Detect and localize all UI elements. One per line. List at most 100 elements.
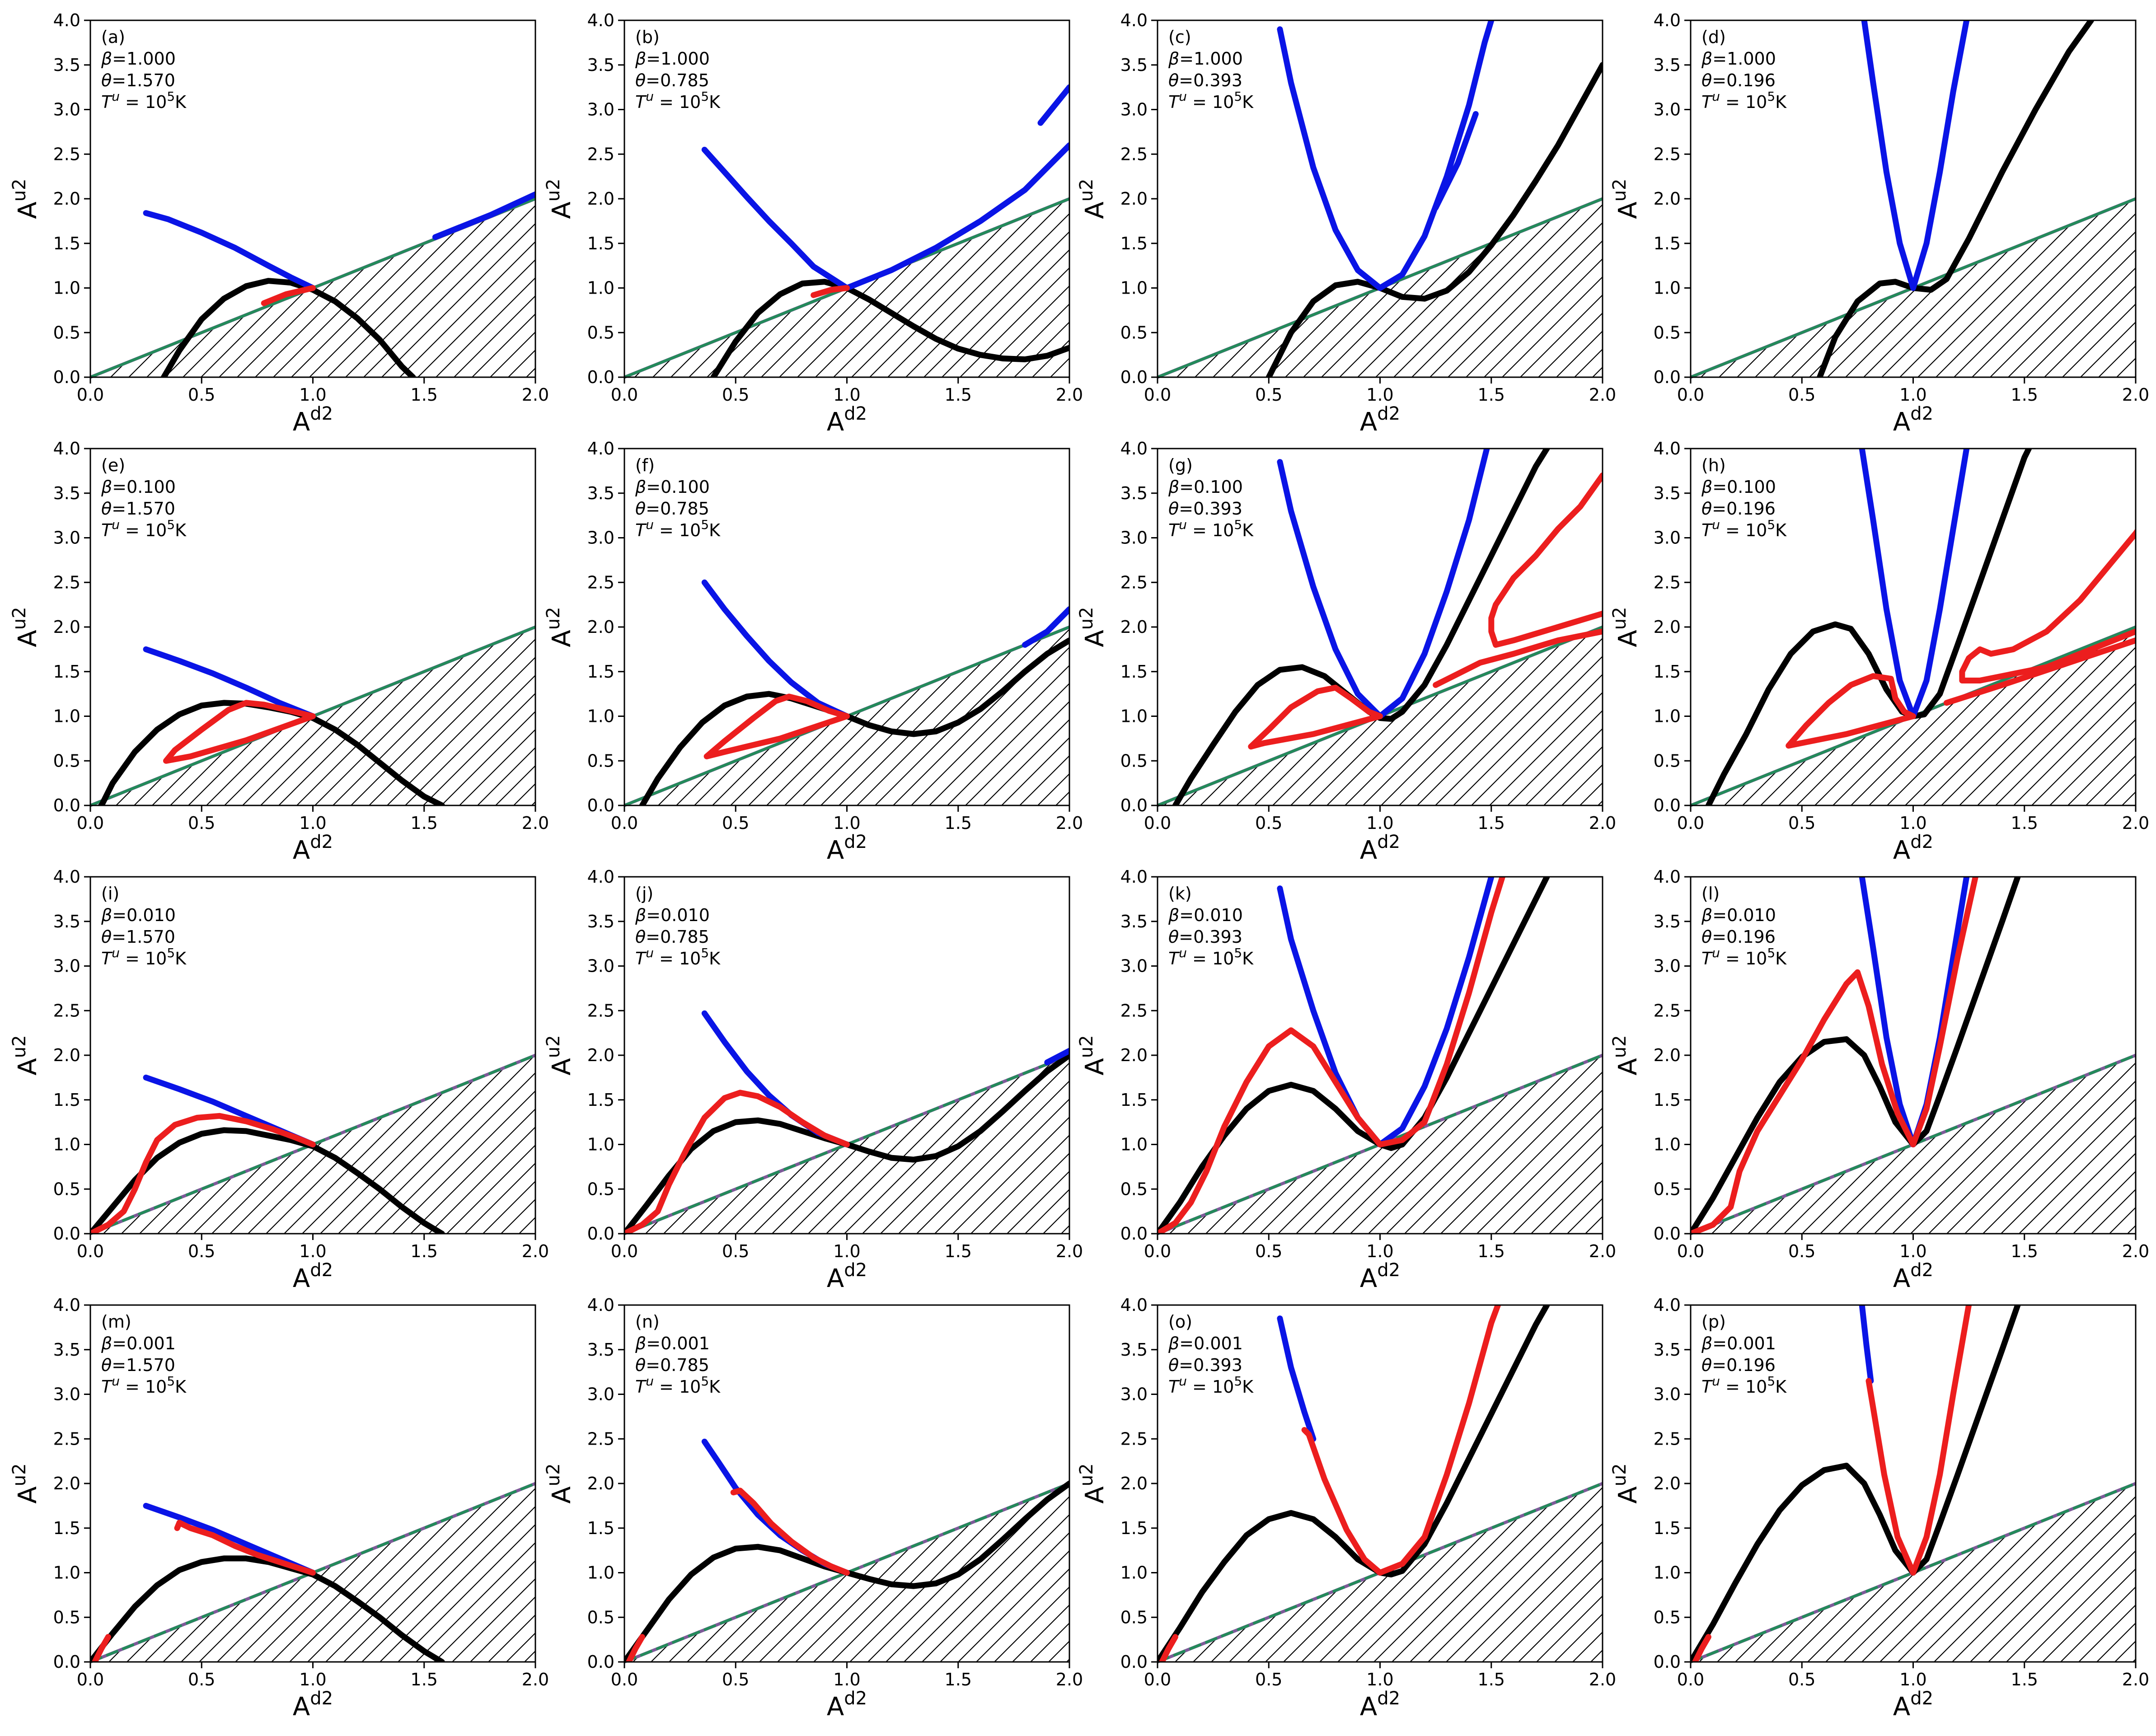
y-axis-label: Au2: [543, 1463, 576, 1503]
y-tick-label: 4.0: [587, 439, 614, 459]
y-tick-label: 0.5: [53, 751, 80, 771]
series-black: [161, 278, 416, 377]
y-tick-label: 1.5: [53, 662, 80, 682]
series-blue: [1277, 1315, 1317, 1442]
y-tick-label: 3.0: [587, 1385, 614, 1404]
temperature-annotation: Tu = 105K: [1701, 1374, 1787, 1397]
panel-label: (n): [635, 1312, 660, 1332]
series-blue-segment: [1037, 84, 1069, 126]
x-tick-label: 0.5: [1255, 385, 1282, 405]
x-axis-label: Ad2: [293, 832, 333, 865]
x-tick-label: 2.0: [2122, 385, 2149, 405]
x-tick-label: 1.5: [945, 813, 972, 833]
temperature-annotation: Tu = 105K: [635, 945, 721, 969]
x-tick-label: 1.5: [411, 1241, 438, 1261]
y-tick-label: 3.5: [587, 1340, 614, 1360]
y-tick-label: 0.5: [1654, 323, 1681, 342]
series-red: [624, 1090, 850, 1234]
x-tick-label: 0.0: [611, 813, 638, 833]
y-tick-label: 1.5: [1654, 234, 1681, 253]
y-tick-label: 0.5: [53, 1607, 80, 1627]
panel-label: (h): [1701, 455, 1726, 475]
y-tick-label: 3.5: [587, 483, 614, 503]
series-black: [90, 1127, 445, 1234]
y-tick-label: 3.5: [1120, 55, 1148, 75]
beta-annotation: β=0.001: [1168, 1334, 1243, 1353]
temperature-annotation: Tu = 105K: [101, 89, 187, 112]
y-tick-label: 0.0: [587, 1224, 614, 1244]
y-tick-label: 3.5: [587, 55, 614, 75]
x-tick-label: 0.5: [1255, 1241, 1282, 1261]
x-tick-label: 2.0: [522, 1670, 549, 1689]
x-tick-label: 1.5: [411, 813, 438, 833]
y-tick-label: 2.0: [53, 189, 80, 209]
panel-label: (a): [101, 27, 125, 47]
x-tick-label: 1.0: [833, 385, 860, 405]
y-tick-label: 2.0: [1654, 1045, 1681, 1065]
x-tick-label: 1.0: [1899, 385, 1926, 405]
y-tick-label: 3.5: [1120, 1340, 1148, 1360]
beta-annotation: β=1.000: [1701, 49, 1776, 69]
x-tick-label: 1.5: [945, 385, 972, 405]
y-axis-label: Au2: [543, 178, 576, 219]
y-axis-label: Au2: [1609, 178, 1643, 219]
panel-label: (p): [1701, 1312, 1726, 1332]
y-tick-label: 3.0: [587, 956, 614, 976]
temperature-annotation: Tu = 105K: [101, 945, 187, 969]
series-blue: [1277, 20, 1495, 291]
x-tick-label: 0.5: [1255, 1670, 1282, 1689]
panel-n: 0.0 0.5 1.0 1.5 2.0 0.0 0.5 1.0 1.5 2.0 2.5 3.0 3.5 4…: [543, 1295, 1083, 1722]
x-axis-label: Ad2: [293, 1260, 333, 1293]
x-axis-label: Ad2: [1893, 403, 1933, 437]
y-tick-label: 2.0: [53, 617, 80, 637]
y-tick-label: 3.5: [587, 912, 614, 931]
panel-label: (k): [1168, 884, 1192, 903]
y-tick-label: 1.5: [53, 1090, 80, 1110]
y-tick-label: 3.5: [53, 912, 80, 931]
series-red: [811, 285, 850, 298]
y-tick-label: 3.5: [1654, 912, 1681, 931]
panel-label: (i): [101, 884, 119, 903]
y-tick-label: 1.5: [1120, 1518, 1148, 1538]
y-tick-label: 0.5: [587, 1179, 614, 1199]
y-tick-label: 4.0: [1654, 10, 1681, 30]
diagonal-green-line: [1690, 1482, 2137, 1663]
y-axis-label: Au2: [1609, 607, 1643, 647]
series-red-stub: [1692, 1634, 1711, 1662]
beta-annotation: β=1.000: [635, 49, 710, 69]
y-tick-label: 1.0: [1654, 707, 1681, 726]
x-tick-label: 0.0: [611, 385, 638, 405]
y-tick-label: 0.5: [1654, 751, 1681, 771]
series-red: [1158, 877, 1505, 1234]
y-tick-label: 1.5: [1120, 1090, 1148, 1110]
x-axis-label: Ad2: [827, 403, 867, 437]
x-tick-label: 2.0: [2122, 813, 2149, 833]
y-tick-label: 3.5: [1120, 483, 1148, 503]
series-black: [90, 1555, 445, 1662]
x-tick-label: 0.0: [77, 1241, 104, 1261]
diagonal-green-line: [1690, 1054, 2137, 1235]
series-red-lower: [1943, 637, 2136, 706]
x-tick-label: 1.5: [411, 1670, 438, 1689]
panel-label: (o): [1168, 1312, 1192, 1332]
x-axis-label: Ad2: [1360, 1688, 1400, 1722]
theta-annotation: θ=0.393: [1168, 927, 1242, 947]
y-tick-label: 1.5: [587, 1518, 614, 1538]
y-tick-label: 1.0: [53, 707, 80, 726]
x-tick-label: 2.0: [2122, 1670, 2149, 1689]
x-tick-label: 1.0: [833, 813, 860, 833]
y-axis-label: Au2: [9, 1463, 42, 1503]
y-tick-label: 1.5: [1654, 1518, 1681, 1538]
series-blue: [143, 210, 316, 291]
series-red-loop: [1959, 528, 2136, 683]
y-tick-label: 3.5: [1654, 55, 1681, 75]
y-axis-label: Au2: [543, 607, 576, 647]
series-red: [1691, 877, 1978, 1234]
theta-annotation: θ=1.570: [101, 1355, 175, 1375]
temperature-annotation: Tu = 105K: [1168, 89, 1254, 112]
panel-l: 0.0 0.5 1.0 1.5 2.0 0.0 0.5 1.0 1.5 2.0 2.5 3.0 3.5 4…: [1609, 867, 2149, 1293]
x-tick-label: 1.5: [1478, 385, 1505, 405]
y-tick-label: 2.5: [587, 144, 614, 164]
series-blue: [701, 146, 850, 291]
y-tick-label: 2.5: [1654, 144, 1681, 164]
